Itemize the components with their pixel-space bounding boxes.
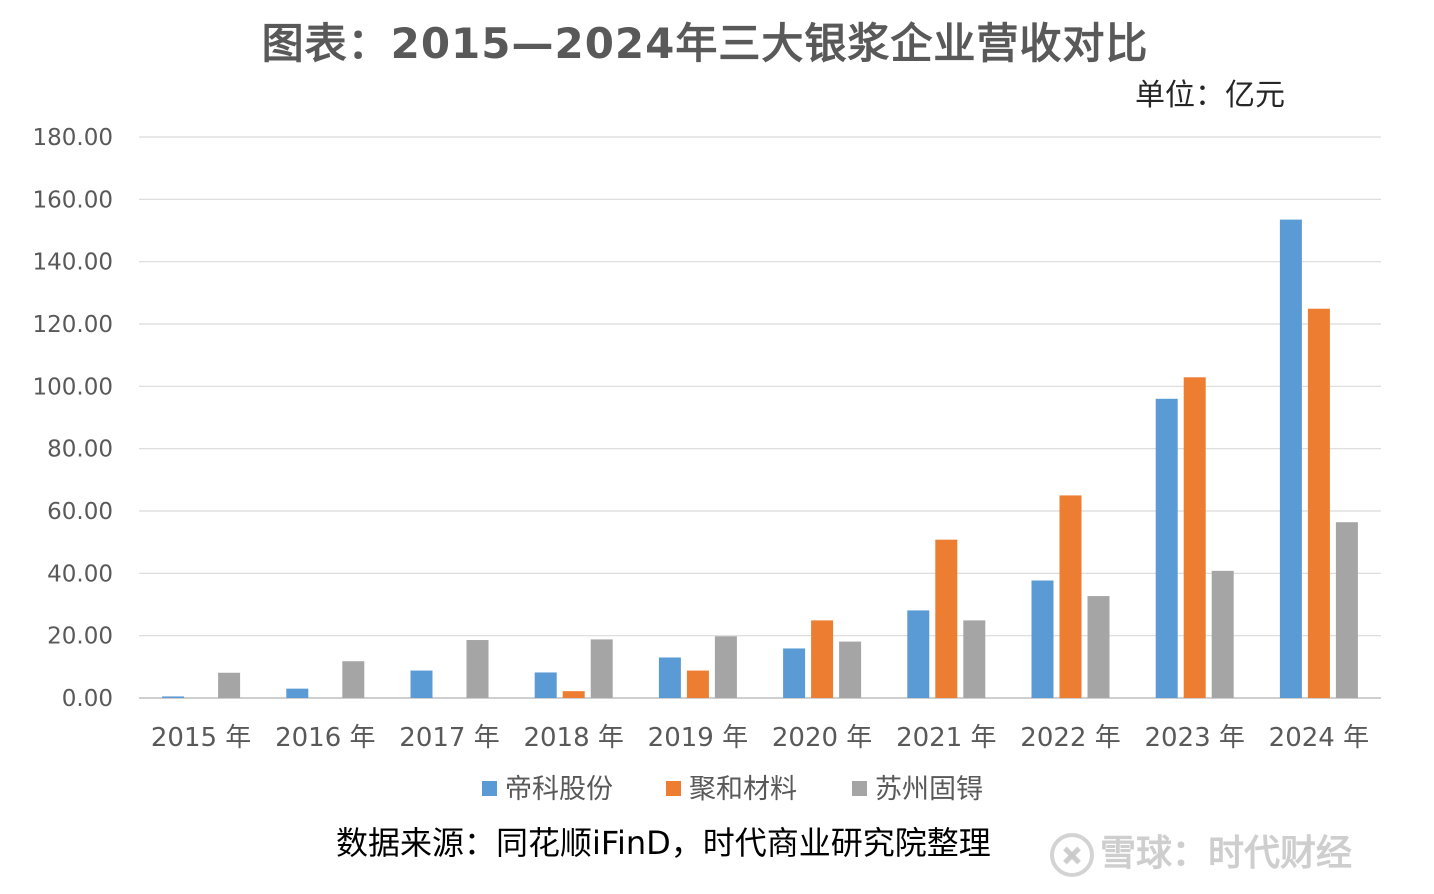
bar — [590, 639, 613, 698]
legend-swatch — [482, 781, 497, 796]
bar — [342, 661, 365, 698]
y-tick-label: 80.00 — [47, 437, 113, 463]
watermark-text: 雪球：时代财经 — [1100, 833, 1353, 874]
legend-swatch — [852, 781, 867, 796]
legend-label: 帝科股份 — [505, 774, 613, 805]
bar — [811, 620, 834, 698]
legend: 帝科股份 聚和材料 苏州固锝 — [482, 774, 983, 805]
bar — [286, 688, 309, 698]
legend-label: 聚和材料 — [689, 774, 797, 805]
watermark: 雪球：时代财经 — [1050, 824, 1352, 877]
x-tick-label: 2020 年 — [772, 723, 872, 753]
bar — [658, 657, 681, 698]
bar — [410, 670, 433, 698]
bar — [907, 610, 930, 698]
y-tick-label: 160.00 — [33, 187, 113, 213]
y-tick-label: 0.00 — [62, 686, 113, 712]
y-tick-label: 60.00 — [47, 499, 113, 525]
x-tick-label: 2022 年 — [1020, 723, 1120, 753]
bar — [218, 672, 241, 698]
bar — [1335, 522, 1358, 698]
bars — [162, 219, 1358, 698]
bar — [534, 672, 557, 698]
bar — [963, 620, 986, 698]
x-tick-label: 2015 年 — [151, 723, 251, 753]
bar — [839, 641, 862, 698]
legend-label: 苏州固锝 — [875, 774, 983, 805]
bar — [1183, 377, 1206, 698]
x-tick-label: 2016 年 — [275, 723, 375, 753]
bar — [1155, 398, 1178, 698]
bar — [935, 539, 958, 698]
x-tick-label: 2019 年 — [648, 723, 748, 753]
legend-swatch — [666, 781, 681, 796]
y-tick-label: 120.00 — [33, 312, 113, 338]
bar — [1211, 570, 1234, 698]
x-tick-label: 2018 年 — [523, 723, 623, 753]
snowball-logo-icon — [1050, 833, 1094, 877]
bar — [1307, 308, 1330, 698]
y-tick-label: 100.00 — [33, 374, 113, 400]
x-tick-label: 2017 年 — [399, 723, 499, 753]
bar — [562, 691, 585, 698]
bar — [1031, 580, 1054, 698]
y-axis-tick-labels: 0.00 20.00 40.00 60.00 80.00 100.00 120.00 140.… — [33, 125, 113, 712]
y-tick-label: 180.00 — [33, 125, 113, 151]
bar — [162, 696, 185, 698]
bar — [783, 648, 806, 698]
bar — [1059, 495, 1082, 698]
data-source-note: 数据来源：同花顺iFinD，时代商业研究院整理 — [336, 824, 991, 862]
bar — [466, 640, 489, 698]
unit-label: 单位：亿元 — [1135, 78, 1285, 113]
bar — [1279, 219, 1302, 698]
bar — [1087, 596, 1110, 698]
x-tick-label: 2023 年 — [1144, 723, 1244, 753]
bar — [714, 636, 737, 698]
x-axis-tick-labels: 2015 年 2016 年 2017 年 2018 年 2019 年 2020 年 2021… — [151, 723, 1369, 753]
y-tick-label: 20.00 — [47, 624, 113, 650]
x-tick-label: 2021 年 — [896, 723, 996, 753]
bar — [686, 670, 709, 698]
x-tick-label: 2024 年 — [1269, 723, 1369, 753]
chart-title: 图表：2015—2024年三大银浆企业营收对比 — [261, 19, 1149, 68]
y-tick-label: 40.00 — [47, 561, 113, 587]
y-tick-label: 140.00 — [33, 250, 113, 276]
